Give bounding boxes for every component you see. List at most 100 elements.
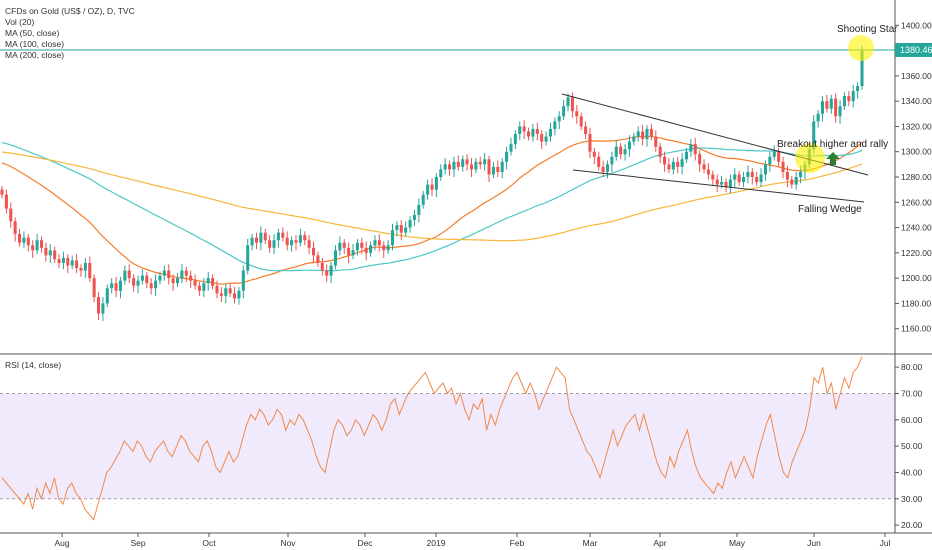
legend-ma200[interactable]: MA (200, close) — [5, 50, 64, 60]
candle-body — [702, 164, 706, 170]
candle-body — [312, 247, 316, 256]
candle-body — [298, 235, 302, 243]
legend-ma100[interactable]: MA (100, close) — [5, 39, 64, 49]
candle-body — [667, 164, 671, 170]
candle-body — [167, 270, 171, 279]
rsi-axis[interactable]: 80.00 70.00 60.00 50.00 40.00 30.00 20.00 — [895, 362, 923, 530]
time-tick-label: May — [729, 538, 746, 548]
candle-body — [434, 177, 438, 190]
candle-body — [101, 303, 105, 314]
wedge-lower-trendline — [572, 169, 865, 203]
candle-body — [487, 159, 491, 175]
rsi-tick-label: 80.00 — [901, 362, 923, 372]
candle-body — [338, 242, 342, 251]
candle-body — [61, 257, 65, 263]
candle-body — [838, 106, 842, 117]
candle-body — [755, 177, 759, 183]
time-tick-label: Aug — [54, 538, 69, 548]
candle-body — [750, 171, 754, 177]
candle-body — [44, 247, 48, 256]
candle-body — [408, 219, 412, 228]
candle-body — [373, 240, 377, 246]
main-legend[interactable]: CFDs on Gold (US$ / OZ), D, TVC Vol (20)… — [5, 6, 135, 60]
time-axis[interactable]: Aug Sep Oct Nov Dec 2019 Feb Mar Apr May Jun Jul — [54, 533, 891, 548]
candle-body — [658, 146, 662, 157]
candle-body — [399, 225, 403, 233]
candle-body — [584, 126, 588, 135]
price-tick-label: 1280.00 — [901, 172, 932, 182]
candle-body — [605, 164, 610, 172]
legend-rsi[interactable]: RSI (14, close) — [5, 360, 61, 370]
candle-body — [136, 280, 140, 286]
time-tick-label: Oct — [202, 538, 216, 548]
candle-body — [110, 283, 114, 289]
annotation-shooting-star: Shooting Star — [837, 24, 898, 35]
candle-body — [290, 240, 294, 246]
price-tick-label: 1240.00 — [901, 223, 932, 233]
annotation-breakout: Breakout higher and rally — [777, 139, 888, 150]
price-tick-label: 1360.00 — [901, 71, 932, 81]
time-tick-label: Nov — [280, 538, 296, 548]
candle-body — [219, 293, 223, 296]
candle-body — [632, 136, 636, 142]
candle-body — [693, 144, 697, 155]
candle-body — [847, 96, 851, 102]
time-tick-label: Mar — [583, 538, 598, 548]
candle-body — [763, 164, 767, 175]
candle-body — [592, 151, 596, 157]
rsi-tick-label: 20.00 — [901, 520, 923, 530]
candle-body — [737, 174, 741, 183]
candle-body — [351, 250, 355, 256]
candle-body — [728, 179, 732, 188]
rsi-tick-label: 70.00 — [901, 388, 923, 398]
time-tick-label: Dec — [357, 538, 373, 548]
moving-averages — [1, 135, 863, 285]
candle-body — [619, 146, 623, 155]
last-price-label-box — [895, 42, 932, 57]
candle-body — [237, 290, 241, 299]
candle-body — [544, 136, 548, 142]
candle-body — [491, 166, 495, 175]
time-tick-label: 2019 — [427, 538, 446, 548]
candle-body — [474, 161, 478, 170]
candle-body — [140, 275, 144, 281]
candle-body — [211, 278, 215, 286]
candle-body — [579, 116, 583, 127]
legend-ma50[interactable]: MA (50, close) — [5, 28, 59, 38]
candle-body — [781, 161, 785, 172]
candle-body — [92, 278, 96, 298]
candle-body — [254, 237, 259, 243]
rsi-line — [1, 356, 863, 521]
candle-body — [417, 204, 421, 215]
candle-body — [369, 245, 373, 253]
candle-body — [316, 255, 320, 263]
candle-body — [860, 50, 864, 86]
candle-body — [562, 106, 566, 117]
price-tick-label: 1400.00 — [901, 20, 932, 30]
candle-body — [246, 245, 250, 271]
candle-body — [478, 161, 482, 165]
candle-body — [395, 225, 399, 231]
candle-body — [794, 177, 798, 185]
candle-body — [18, 233, 22, 243]
legend-volume[interactable]: Vol (20) — [5, 17, 34, 27]
price-axis[interactable]: 1400.001380.001360.001340.001320.001300.… — [895, 20, 932, 334]
candle-body — [834, 98, 838, 117]
candle-body — [404, 227, 408, 233]
candle-body — [162, 270, 166, 276]
candle-body — [548, 128, 552, 137]
candle-body — [35, 240, 39, 251]
candle-body — [706, 169, 710, 175]
candle-body — [48, 250, 52, 256]
candle-body — [540, 134, 544, 142]
candle-body — [645, 128, 649, 140]
candle-body — [105, 288, 109, 304]
candle-body — [26, 237, 30, 246]
candle-body — [649, 128, 653, 137]
candle-body — [711, 174, 715, 180]
legend-symbol[interactable]: CFDs on Gold (US$ / OZ), D, TVC — [5, 6, 135, 16]
candle-body — [66, 257, 70, 266]
candle-body — [329, 265, 333, 276]
price-tick-label: 1260.00 — [901, 197, 932, 207]
candle-body — [97, 297, 101, 314]
